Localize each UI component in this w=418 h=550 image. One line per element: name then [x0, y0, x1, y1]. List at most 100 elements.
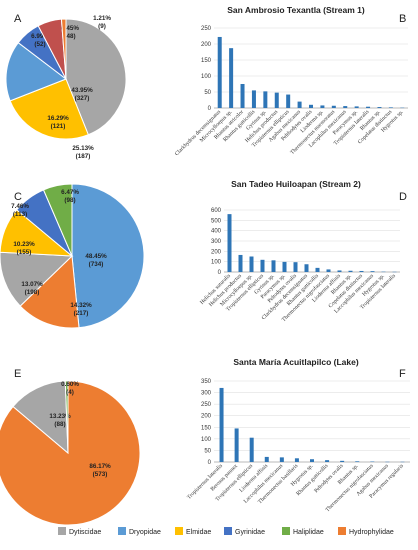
legend-swatch [118, 527, 126, 535]
slice-percent-label: 6.99% [31, 33, 49, 40]
bar [297, 101, 302, 108]
legend-swatch [224, 527, 232, 535]
y-tick-label: 400 [211, 229, 222, 235]
panel-letter: F [399, 368, 406, 380]
bar [325, 460, 330, 462]
slice-percent-label: 48.45% [85, 253, 107, 260]
bar-chart-f: F Santa María Acuitlapilco (Lake) 0 50 100 15… [186, 357, 410, 513]
slice-count-label: (113) [13, 211, 27, 218]
slice-count-label: (52) [34, 41, 45, 48]
bar [359, 270, 364, 272]
slice-count-label: (9) [98, 23, 106, 30]
slice-percent-label: 14.32% [70, 302, 92, 309]
y-tick-label: 250 [201, 402, 212, 408]
bar [264, 456, 269, 462]
slice-percent-label: 7.46% [11, 203, 29, 210]
slice-percent-label: 86.17% [89, 463, 111, 470]
bar [274, 92, 279, 108]
slice-percent-label: 43.95% [71, 87, 93, 94]
bar [282, 261, 287, 272]
legend-label: Dryopidae [129, 529, 161, 536]
y-tick-label: 50 [204, 90, 211, 96]
legend-label: Haliplidae [293, 529, 324, 536]
pie-slice [64, 380, 69, 454]
panel-letter: C [14, 191, 22, 203]
bar [326, 269, 331, 272]
slice-count-label: (88) [54, 421, 65, 428]
y-tick-label: 150 [201, 425, 212, 431]
pie-slice [19, 254, 80, 329]
legend-label: Hydrophylidae [349, 529, 394, 536]
slice-percent-label: 6.47% [61, 189, 79, 196]
bar [260, 259, 265, 272]
bar [310, 459, 314, 462]
bar [388, 107, 393, 108]
slice-percent-label: 1.21% [93, 15, 111, 22]
bar [331, 105, 336, 108]
y-tick-label: 350 [201, 379, 212, 385]
slice-count-label: (327) [75, 95, 90, 102]
bar [234, 428, 239, 462]
legend-swatch [338, 527, 346, 535]
y-tick-label: 100 [201, 74, 212, 80]
slice-count-label: (198) [25, 289, 40, 296]
bar [238, 254, 243, 272]
panel-letter: B [399, 13, 406, 25]
slice-count-label: (734) [89, 261, 104, 268]
slice-percent-label: 10.23% [13, 241, 35, 248]
panel-letter: A [14, 13, 22, 25]
panel-letter: E [14, 368, 21, 380]
y-tick-label: 300 [201, 391, 212, 397]
bar [343, 106, 348, 108]
bar [320, 105, 325, 108]
pie-slice [60, 18, 67, 80]
bar [279, 457, 284, 462]
pie-slice [42, 183, 73, 257]
pie-chart-c: C 48.45%(734) 14.32%(217) 13.07%(198) 10.23%… [0, 183, 145, 329]
slice-count-label: (121) [51, 123, 66, 130]
bar [249, 437, 254, 462]
chart-title: San Tadeo Huiloapan (Stream 2) [231, 179, 361, 189]
legend-swatch [282, 527, 290, 535]
bar [219, 387, 224, 462]
bar [340, 460, 345, 462]
slice-percent-label: 6.45% [61, 25, 79, 32]
y-tick-label: 150 [201, 58, 212, 64]
x-category-label: Clarkhydrus decemsignatus [174, 109, 222, 157]
bar [304, 264, 309, 272]
slice-percent-label: 25.13% [72, 145, 94, 152]
legend-swatch [58, 527, 66, 535]
chart-title: Santa María Acuitlapilco (Lake) [233, 357, 358, 367]
legend-label: Gyrinidae [235, 529, 265, 536]
bar [355, 461, 360, 462]
bar [337, 270, 342, 272]
pie-slice [65, 18, 127, 136]
bar [293, 262, 298, 272]
slice-count-label: (187) [76, 153, 91, 160]
bar [227, 214, 232, 272]
y-tick-label: 0 [208, 460, 212, 466]
legend-swatch [175, 527, 183, 535]
pie-slice [71, 183, 145, 329]
pie-slice [12, 380, 69, 455]
pie-chart-a: A43.95%(327)25.13%(187)16.29%(121)6.99%(… [5, 13, 127, 160]
y-tick-label: 200 [201, 414, 212, 420]
pie-slice [0, 251, 74, 307]
legend: Dytiscidae Dryopidae Elmidae Gyrinidae Halip… [58, 527, 394, 536]
slice-count-label: (573) [93, 471, 108, 478]
slice-percent-label: 16.29% [47, 115, 69, 122]
bar [366, 106, 371, 108]
pie-slice [5, 41, 68, 102]
y-tick-label: 200 [211, 249, 222, 255]
y-tick-label: 100 [201, 437, 212, 443]
pie-slice [0, 380, 141, 526]
y-tick-label: 200 [201, 42, 212, 48]
bar [240, 84, 245, 108]
legend-label: Dytiscidae [69, 529, 101, 536]
y-tick-label: 50 [204, 448, 211, 454]
bar [251, 90, 256, 108]
bar [286, 94, 291, 108]
slice-count-label: (4) [66, 389, 74, 396]
pie-chart-e: E 86.17%(573) 13.23%(88) 0.60%(4) [0, 368, 141, 526]
